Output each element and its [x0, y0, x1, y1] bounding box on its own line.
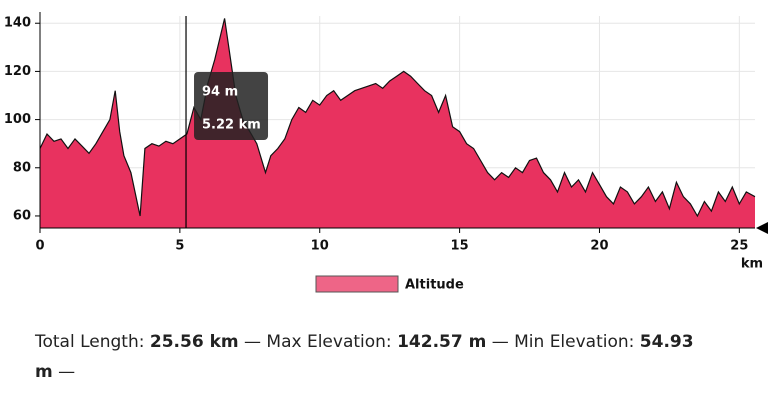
legend-label: Altitude — [405, 278, 464, 293]
summary-value: 54.93 m — [35, 332, 694, 382]
x-tick-label: 0 — [35, 239, 44, 254]
x-tick-label: 25 — [730, 239, 748, 254]
y-tick-label: 80 — [13, 160, 31, 175]
line — [39, 18, 756, 218]
summary-separator: — — [58, 362, 76, 382]
tooltip — [194, 72, 269, 140]
legend-swatch — [315, 275, 399, 293]
summary-label: Max Elevation: — [266, 332, 392, 352]
summary-label: Total Length: — [35, 332, 145, 352]
x-tick-label: 15 — [451, 239, 469, 254]
summary-label: Min Elevation: — [514, 332, 635, 352]
summary: Total Length: 25.56 km — Max Elevation: … — [35, 327, 705, 387]
y-tick-label: 60 — [13, 208, 31, 223]
y-tick-label: 100 — [4, 112, 31, 127]
x-tick-label: 20 — [590, 239, 608, 254]
y-tick-label: 120 — [4, 64, 31, 79]
area — [40, 18, 755, 229]
x-tick-label: 10 — [311, 239, 329, 254]
x-tick-label: 5 — [175, 239, 184, 254]
summary-separator: — — [244, 332, 262, 352]
tooltip-text: 5.22 km — [202, 118, 261, 133]
end-marker — [756, 222, 768, 234]
chart: 60 80 100 120 140 0 5 10 15 20 25 km Altitude 94 m 5.2… — [4, 12, 768, 293]
summary-separator: — — [491, 332, 509, 352]
tooltip-text: 94 m — [202, 85, 238, 100]
summary-value: 25.56 km — [149, 332, 239, 352]
x-axis-label: km — [741, 257, 763, 272]
y-tick-label: 140 — [4, 16, 31, 31]
summary-value: 142.57 m — [397, 332, 487, 352]
